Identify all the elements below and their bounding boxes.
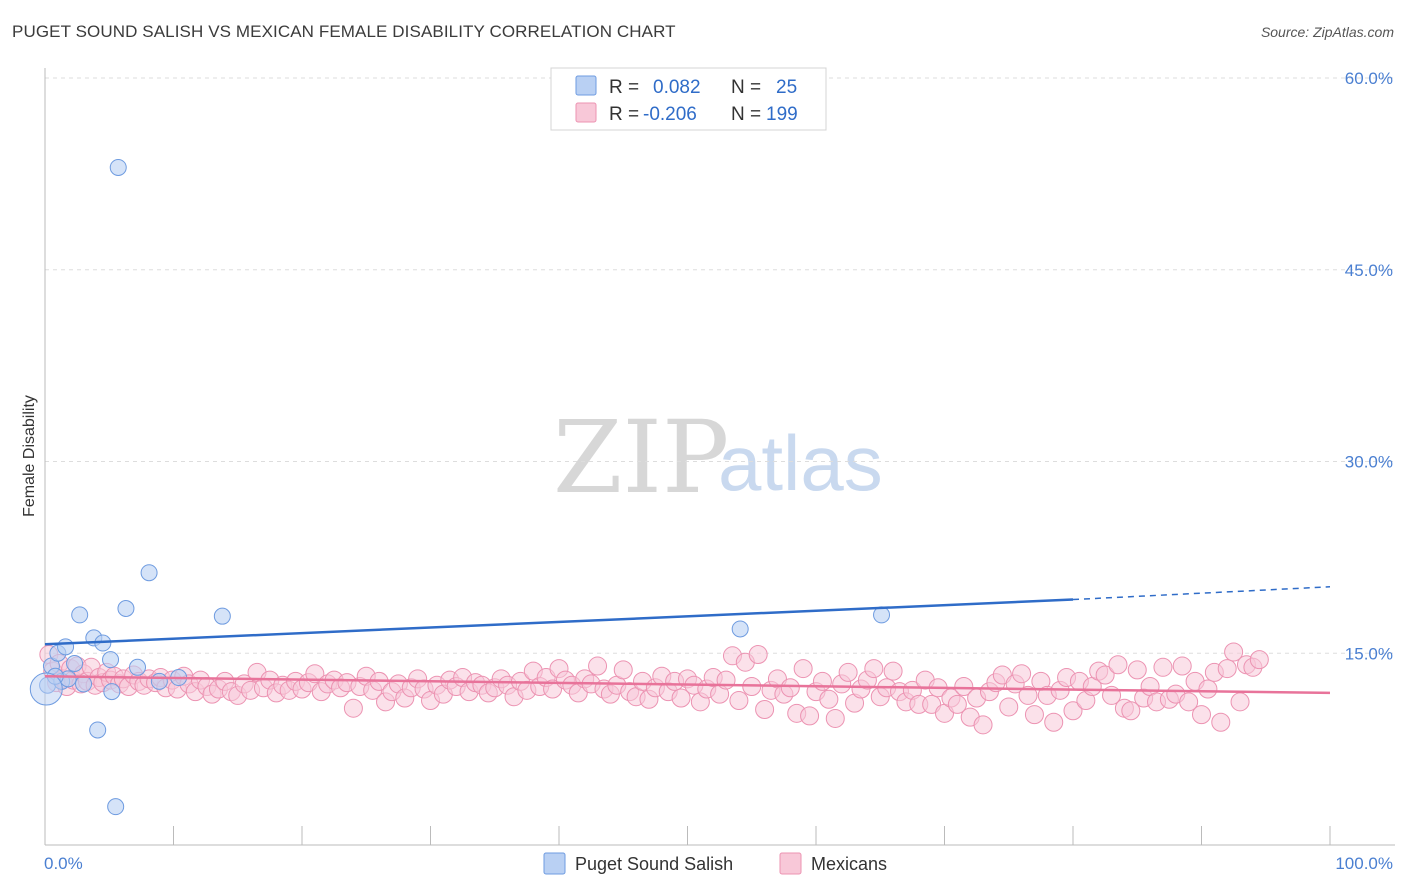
puget-sound-salish-point: [103, 683, 121, 701]
mexicans-point: [812, 671, 832, 691]
mexicans-point: [1230, 692, 1250, 712]
mexicans-point: [755, 699, 775, 719]
puget-sound-salish-point: [140, 564, 158, 582]
puget-sound-salish-trend-extension: [1072, 586, 1331, 601]
chart-title: PUGET SOUND SALISH VS MEXICAN FEMALE DIS…: [12, 22, 676, 41]
mexicans-point: [1192, 705, 1211, 725]
mexicans-point: [1198, 679, 1218, 699]
mexicans-point: [1211, 712, 1231, 732]
y-tick-label-0: 15.0%: [1345, 644, 1393, 663]
puget-sound-salish-point: [66, 654, 84, 672]
puget-sound-salish-point: [129, 658, 147, 676]
puget-sound-salish-point: [117, 600, 135, 618]
mexicans-point: [1108, 655, 1128, 675]
y-tick-label-1: 30.0%: [1345, 453, 1393, 472]
legend-n-value-2: 199: [766, 104, 798, 125]
legend-swatch-pink: [575, 102, 597, 123]
mexicans-point: [883, 661, 903, 681]
mexicans-point: [343, 698, 363, 718]
mexicans-point: [947, 694, 967, 714]
watermark-zip: ZIP: [553, 399, 729, 516]
mexicans-point: [1024, 705, 1044, 725]
mexicans-point: [793, 659, 813, 679]
mexicans-point: [1172, 656, 1192, 676]
mexicans-point: [588, 656, 608, 676]
mexicans-point: [1095, 665, 1115, 685]
mexicans-point: [748, 645, 768, 665]
mexicans-point: [838, 662, 858, 682]
y-tick-label-2: 45.0%: [1345, 261, 1393, 280]
series-legend-swatch-pink: [779, 852, 802, 875]
legend-r-value-1: 0.082: [653, 77, 701, 98]
mexicans-point: [1063, 701, 1083, 721]
puget-sound-salish-point: [57, 638, 75, 656]
puget-sound-salish-point: [89, 721, 107, 739]
mexicans-point: [1012, 664, 1032, 684]
mexicans-point: [1217, 659, 1237, 679]
watermark-atlas: atlas: [718, 419, 883, 507]
mexicans-point: [1018, 685, 1038, 705]
source-label: Source: ZipAtlas.com: [1260, 24, 1394, 40]
mexicans-point: [1121, 701, 1141, 721]
legend-r-value-2: -0.206: [643, 104, 697, 125]
x-tick-labels: 0.0% 100.0%: [44, 854, 1393, 873]
correlation-legend: R = 0.082 N = 25 R = -0.206 N = 199: [550, 67, 827, 131]
mexicans-point: [671, 688, 691, 708]
puget-sound-salish-point: [71, 606, 89, 624]
mexicans-point: [1153, 657, 1173, 677]
series-legend-label-1: Puget Sound Salish: [575, 854, 733, 874]
mexicans-point: [1224, 642, 1244, 662]
series-legend-swatch-blue: [543, 852, 566, 875]
mexicans-point: [954, 676, 974, 696]
mexicans-point: [973, 715, 993, 735]
puget-sound-salish-point: [29, 672, 63, 706]
puget-sound-salish-point: [731, 620, 749, 638]
puget-sound-salish-point: [75, 675, 93, 693]
watermark: ZIP atlas: [553, 399, 883, 516]
legend-r-label-2: R =: [609, 104, 639, 125]
mexicans-point: [1127, 660, 1147, 680]
legend-n-value-1: 25: [776, 77, 797, 98]
mexicans-point: [780, 678, 800, 698]
puget-sound-salish-point: [107, 798, 125, 816]
mexicans-point: [613, 660, 633, 680]
mexicans-trend-line: [44, 675, 1331, 695]
y-axis-label: Female Disability: [21, 395, 38, 517]
mexicans-point: [1044, 712, 1064, 732]
puget-sound-salish-point: [150, 672, 168, 690]
mexicans-point: [999, 697, 1019, 717]
gridlines: [45, 77, 1395, 654]
mexicans-point: [825, 708, 845, 728]
series-legend: Puget Sound Salish Mexicans: [543, 852, 887, 875]
trend-lines: [44, 586, 1331, 695]
puget-sound-salish-point: [109, 158, 127, 176]
puget-sound-salish-point: [102, 651, 120, 669]
puget-sound-salish-points: [29, 158, 891, 816]
mexicans-point: [1249, 650, 1269, 670]
legend-n-label-2: N =: [731, 104, 761, 125]
legend-r-label-1: R =: [609, 77, 639, 98]
mexicans-points: [39, 642, 1269, 735]
mexicans-point: [1179, 692, 1199, 712]
puget-sound-salish-point: [213, 607, 231, 625]
legend-swatch-blue: [575, 75, 597, 96]
mexicans-point: [729, 691, 749, 711]
legend-n-label-1: N =: [731, 77, 761, 98]
x-tick-label-0: 0.0%: [44, 854, 83, 873]
y-tick-labels: 15.0% 30.0% 45.0% 60.0%: [1345, 69, 1393, 663]
mexicans-point: [305, 664, 325, 684]
series-legend-label-2: Mexicans: [811, 854, 887, 874]
y-tick-label-3: 60.0%: [1345, 69, 1393, 88]
mexicans-point: [864, 659, 884, 679]
x-tick-label-1: 100.0%: [1335, 854, 1393, 873]
axes: [44, 68, 1395, 846]
mexicans-point: [819, 689, 839, 709]
puget-sound-salish-trend-line: [44, 598, 1074, 646]
mexicans-point: [800, 706, 820, 726]
